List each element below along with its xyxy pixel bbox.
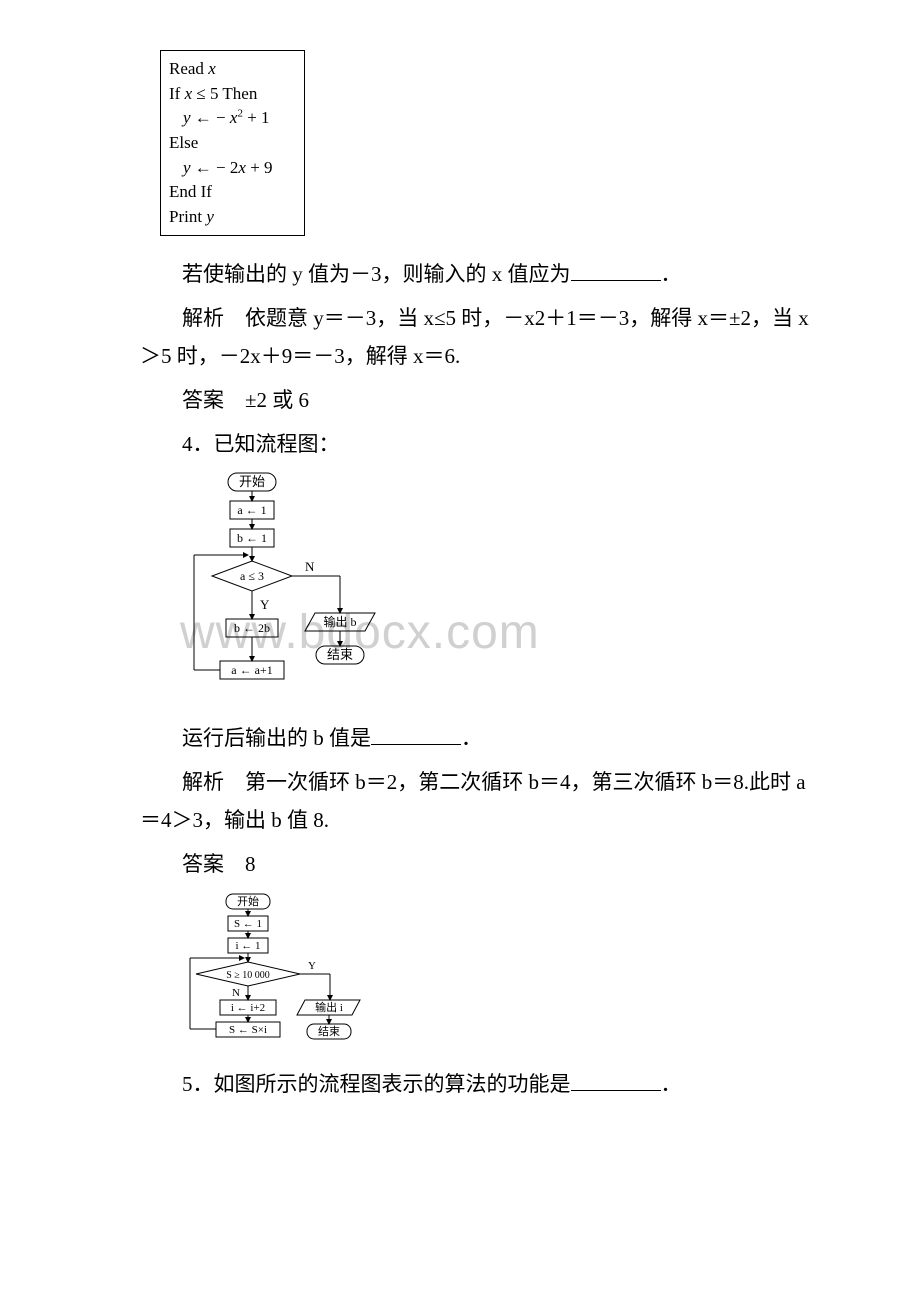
ssi-label: S ← S×i [229,1024,267,1036]
txt: + 1 [243,108,270,127]
start-label: 开始 [239,474,265,489]
q4-post: 运行后输出的 b 值是 ． [140,720,820,758]
var-y: y [183,108,191,127]
pseudo-line-6: End If [169,180,296,205]
q4-answer: 答案 8 [140,846,820,884]
cond-label: S ≥ 10 000 [226,970,270,981]
q5-svg: 开始 S ← 1 i ← 1 S ≥ 10 000 Y 输出 i 结束 N i … [180,892,380,1052]
q4-svg: 开始 a ← 1 b ← 1 a ≤ 3 N 输出 b 结束 Y b ← 2b … [180,471,400,706]
q4-flowchart: 开始 a ← 1 b ← 1 a ≤ 3 N 输出 b 结束 Y b ← 2b … [180,471,820,706]
outi-label: 输出 i [315,1000,343,1014]
period: ． [461,726,482,750]
txt: Print [169,207,206,226]
blank [571,260,661,281]
y-label: Y [260,597,270,612]
end-label: 结束 [318,1025,340,1038]
b2b-label: b ← 2b [234,621,270,635]
txt: + 9 [246,158,273,177]
q5-flowchart: 开始 S ← 1 i ← 1 S ≥ 10 000 Y 输出 i 结束 N i … [180,892,820,1052]
q3-analysis: 解析 依题意 y＝－3，当 x≤5 时，－x2＋1＝－3，解得 x＝±2，当 x… [140,300,820,376]
pseudo-line-7: Print y [169,205,296,230]
var-x: x [208,59,216,78]
s1-label: S ← 1 [234,918,262,930]
i1-label: i ← 1 [235,940,260,952]
y-label: Y [308,960,316,972]
var-x: x [238,158,246,177]
start-label: 开始 [237,894,259,908]
n-label: N [232,987,240,999]
period: ． [661,1072,682,1096]
cond-label: a ≤ 3 [240,569,264,583]
q4-analysis: 解析 第一次循环 b＝2，第二次循环 b＝4，第三次循环 b＝8.此时 a＝4＞… [140,764,820,840]
n-label: N [305,559,315,574]
txt: 若使输出的 y 值为－3，则输入的 x 值应为 [182,262,571,286]
end-label: 结束 [327,647,353,662]
q4-title: 4．已知流程图： [140,426,820,464]
q3-answer: 答案 ±2 或 6 [140,382,820,420]
var-y: y [183,158,191,177]
ii2-label: i ← i+2 [231,1002,265,1014]
txt: ← − [191,108,230,127]
txt: 运行后输出的 b 值是 [182,726,371,750]
a1-label: a ← 1 [237,503,266,517]
var-x: x [185,84,193,103]
blank [371,724,461,745]
txt: Read [169,59,208,78]
pseudo-line-2: If x ≤ 5 Then [169,82,296,107]
pseudo-line-1: Read x [169,57,296,82]
b1-label: b ← 1 [237,531,267,545]
q3-prompt: 若使输出的 y 值为－3，则输入的 x 值应为 ． [140,256,820,294]
txt: 5．如图所示的流程图表示的算法的功能是 [182,1072,571,1096]
outb-label: 输出 b [323,614,356,629]
period: ． [661,262,682,286]
q5-title: 5．如图所示的流程图表示的算法的功能是 ． [140,1066,820,1104]
txt: ← − 2 [191,158,239,177]
pseudo-line-5: y ← − 2x + 9 [169,156,296,181]
pseudocode-box: Read x If x ≤ 5 Then y ← − x2 + 1 Else y… [160,50,305,236]
aa1-label: a ← a+1 [231,663,272,677]
txt: If [169,84,185,103]
var-y: y [206,207,214,226]
pseudo-line-4: Else [169,131,296,156]
blank [571,1070,661,1091]
txt: ≤ 5 Then [192,84,257,103]
pseudo-line-3: y ← − x2 + 1 [169,106,296,131]
